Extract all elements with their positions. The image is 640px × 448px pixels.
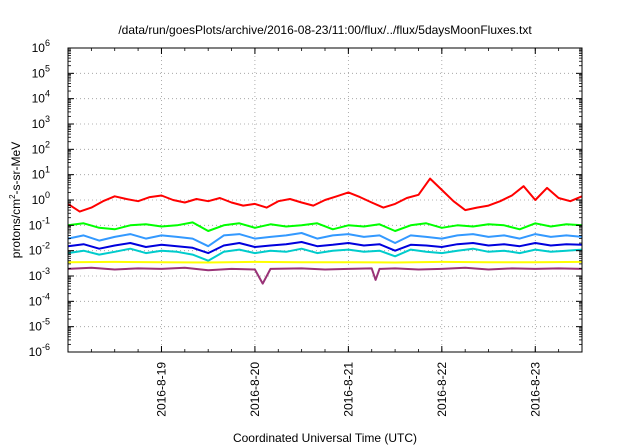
- y-axis-label-rest: -s-sr-MeV: [9, 142, 23, 195]
- series-line-1: [67, 177, 583, 213]
- y-tick-label: 10-6: [29, 342, 50, 359]
- x-tick-label: 2016-8-21: [341, 362, 355, 417]
- x-tick-label: 2016-8-19: [154, 362, 168, 417]
- series-line-5: [67, 241, 583, 255]
- y-axis-label-sup: 2: [8, 194, 17, 199]
- ticks: 10-6 10-5 10-4 10-3 10-2 10-1 100 101 102 103 104 1…: [29, 38, 583, 417]
- y-axis-label-base: protons/cm: [9, 199, 23, 258]
- series-line-4: [67, 232, 583, 248]
- y-tick-label: 103: [32, 114, 50, 131]
- y-tick-label: 10-5: [29, 317, 50, 334]
- series-line-3: [67, 247, 583, 262]
- y-tick-label: 104: [32, 89, 50, 106]
- y-tick-label: 100: [32, 190, 50, 207]
- x-axis-label: Coordinated Universal Time (UTC): [233, 431, 417, 445]
- y-tick-label: 10-2: [29, 241, 50, 258]
- series-line-2: [67, 221, 583, 232]
- series-line-7: [67, 266, 583, 285]
- y-axis-label: protons/cm2-s-sr-MeV: [8, 142, 23, 258]
- x-tick-label: 2016-8-22: [435, 362, 449, 417]
- series-line-6: [67, 260, 583, 264]
- x-tick-label: 2016-8-23: [528, 362, 542, 417]
- y-tick-label: 10-1: [29, 215, 50, 232]
- series-group: [67, 177, 583, 285]
- chart-title: /data/run/goesPlots/archive/2016-08-23/1…: [118, 23, 532, 37]
- y-tick-label: 106: [32, 38, 50, 55]
- y-tick-label: 10-3: [29, 266, 50, 283]
- y-tick-label: 10-4: [29, 291, 50, 308]
- y-tick-label: 101: [32, 165, 50, 182]
- y-tick-label: 102: [32, 139, 50, 156]
- y-tick-label: 105: [32, 63, 50, 80]
- x-tick-label: 2016-8-20: [248, 362, 262, 417]
